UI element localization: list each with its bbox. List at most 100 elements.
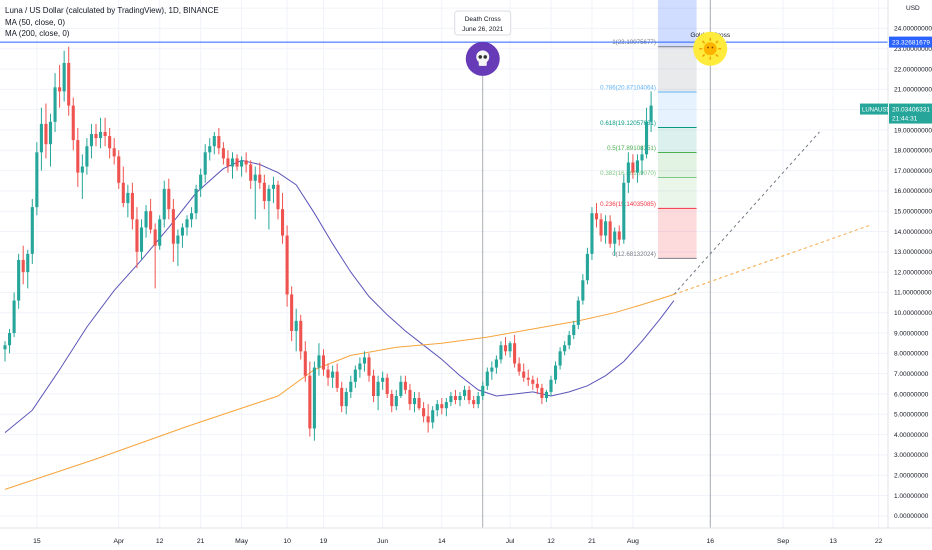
candle-body (622, 182, 626, 240)
candle-up (253, 166, 257, 220)
candle-up (194, 184, 198, 220)
candle-body (335, 371, 339, 388)
candle-down (217, 127, 221, 155)
candle-down (426, 404, 430, 433)
candle-body (62, 62, 66, 92)
ma50-line (4, 159, 675, 433)
candle-up (35, 142, 39, 216)
candle-up (48, 113, 53, 167)
candle-up (331, 365, 335, 388)
legend-ma50[interactable]: MA (50, close, 0) (5, 17, 66, 27)
candle-down (258, 162, 262, 189)
time-tick-label: Apr (113, 538, 124, 545)
legend-ma200[interactable]: MA (200, close, 0) (5, 29, 70, 38)
candle-body (281, 209, 285, 236)
time-tick-label: 12 (156, 538, 164, 545)
fib-level-label: 0.618(19.12057631) (600, 120, 656, 127)
candle-up (476, 391, 480, 409)
candle-body (453, 396, 457, 401)
candle-body (235, 158, 239, 167)
candle-up (394, 389, 398, 411)
candle-down (290, 286, 294, 342)
fib-level-label: 0(12.68132024) (612, 251, 656, 258)
candle-down (108, 127, 112, 159)
candle-body (190, 213, 194, 220)
candle-up (17, 253, 21, 309)
candle-body (12, 300, 16, 334)
candle-body (126, 192, 130, 204)
candle-body (422, 408, 426, 417)
candle-down (513, 335, 517, 368)
candle-up (431, 406, 435, 429)
grid (0, 0, 888, 528)
price-tick-label: 14.00000000 (894, 229, 932, 236)
candle-down (526, 369, 530, 386)
price-tick-label: 7.00000000 (894, 371, 929, 378)
candle-up (126, 184, 130, 218)
candle-body (99, 132, 103, 139)
candle-body (167, 188, 171, 210)
candle-body (85, 146, 89, 167)
candle-body (321, 355, 326, 370)
candle-down (390, 389, 394, 413)
candle-body (572, 324, 576, 336)
candle-body (449, 396, 453, 403)
fib-zone (657, 177, 697, 209)
candle-up (99, 117, 103, 149)
candlestick-series (3, 46, 653, 441)
candle-up (549, 375, 553, 396)
time-tick-label: 14 (438, 538, 446, 545)
candle-up (162, 180, 166, 228)
candle-body (535, 383, 539, 388)
candle-down (335, 363, 339, 392)
candle-down (121, 166, 125, 208)
candle-body (144, 211, 148, 228)
candle-body (258, 174, 262, 183)
fib-zone (657, 152, 697, 178)
candle-up (635, 154, 639, 183)
price-axis[interactable]: USD 0.00000000 1.00000000 2.00000000 3.00000… (860, 0, 932, 550)
candle-up (176, 229, 180, 267)
candle-body (472, 400, 476, 405)
candle-body (130, 192, 134, 220)
candle-body (294, 320, 298, 332)
candle-body (326, 369, 330, 378)
candle-down (367, 353, 371, 382)
candle-body (3, 345, 7, 350)
candle-up (8, 328, 12, 354)
candle-body (513, 343, 517, 364)
candle-down (472, 396, 476, 409)
candle-up (376, 375, 380, 411)
candle-body (649, 105, 653, 122)
candle-up (230, 152, 235, 179)
candle-up (576, 296, 580, 329)
candle-body (303, 351, 307, 376)
candle-up (144, 205, 148, 238)
candle-up (622, 174, 626, 244)
candle-up (85, 138, 89, 175)
candle-down (149, 199, 153, 234)
skull-eye (478, 55, 483, 59)
candle-down (112, 138, 116, 165)
candle-down (308, 361, 312, 437)
candle-body (563, 345, 567, 352)
candle-up (190, 207, 194, 228)
legend-symbol-title[interactable]: Luna / US Dollar (calculated by TradingV… (5, 6, 219, 15)
time-tick-label: 15 (33, 538, 41, 545)
candle-body (312, 367, 316, 429)
candle-body (262, 182, 266, 202)
candle-body (340, 387, 344, 407)
skull-head (476, 50, 490, 64)
candle-body (358, 363, 362, 370)
candle-down (503, 337, 508, 356)
candle-up (362, 351, 366, 372)
candle-body (221, 148, 225, 159)
candle-body (408, 389, 412, 405)
candle-down (244, 152, 248, 173)
time-axis[interactable]: 15 Apr 12 21 May 10 19 Jun 14 Jul 12 21 Aug 16 Sep 13 22 (0, 527, 932, 550)
fibonacci-retracement[interactable]: 0(12.68132024)0.236(15.14035085)0.382(16… (600, 0, 697, 259)
candle-up (203, 144, 207, 183)
candle-up (185, 215, 189, 236)
